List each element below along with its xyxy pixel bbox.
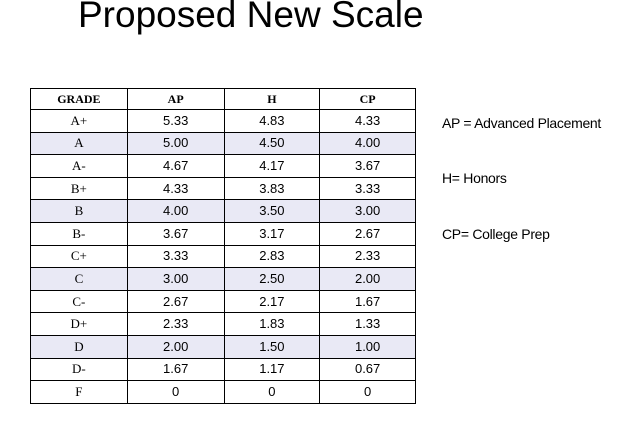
cell-ap: 0	[126, 380, 225, 404]
cell-grade: B+	[30, 176, 128, 201]
legend-h: H= Honors	[442, 170, 507, 186]
grade-scale-table: GRADE AP H CP A+ 5.33 4.83 4.33 A 5.00 4.50 4.0…	[30, 88, 416, 404]
cell-h: 1.17	[223, 357, 321, 382]
cell-ap: 2.00	[126, 334, 225, 359]
table-row: B+ 4.33 3.83 3.33	[30, 176, 416, 201]
cell-h: 4.17	[223, 154, 321, 178]
cell-h: 4.83	[223, 109, 321, 133]
cell-cp: 3.00	[319, 199, 416, 223]
cell-h: 3.83	[223, 176, 321, 201]
page-title: Proposed New Scale	[78, 0, 424, 35]
legend-cp: CP= College Prep	[442, 226, 550, 242]
cell-ap: 5.00	[126, 131, 225, 156]
cell-h: 2.83	[223, 244, 321, 269]
column-header-ap: AP	[126, 88, 225, 110]
cell-cp: 1.33	[319, 312, 416, 336]
cell-grade: D-	[30, 357, 128, 382]
cell-ap: 2.33	[126, 312, 225, 336]
cell-grade: B-	[30, 221, 128, 246]
cell-grade: B	[30, 199, 128, 223]
cell-ap: 3.00	[126, 267, 225, 291]
cell-grade: A	[30, 131, 128, 156]
cell-cp: 1.67	[319, 289, 416, 314]
cell-grade: A-	[30, 154, 128, 178]
legend-ap: AP = Advanced Placement	[442, 115, 602, 131]
cell-ap: 3.33	[126, 244, 225, 269]
cell-ap: 4.00	[126, 199, 225, 223]
table-row: B 4.00 3.50 3.00	[30, 199, 416, 223]
table-row: D+ 2.33 1.83 1.33	[30, 312, 416, 336]
cell-cp: 1.00	[319, 334, 416, 359]
cell-h: 4.50	[223, 131, 321, 156]
cell-cp: 3.33	[319, 176, 416, 201]
cell-grade: D+	[30, 312, 128, 336]
cell-ap: 2.67	[126, 289, 225, 314]
cell-cp: 2.00	[319, 267, 416, 291]
cell-h: 3.50	[223, 199, 321, 223]
cell-cp: 4.00	[319, 131, 416, 156]
cell-ap: 1.67	[126, 357, 225, 382]
cell-h: 1.83	[223, 312, 321, 336]
cell-grade: A+	[30, 109, 128, 133]
cell-cp: 4.33	[319, 109, 416, 133]
cell-ap: 4.33	[126, 176, 225, 201]
column-header-grade: GRADE	[30, 88, 128, 110]
cell-grade: C-	[30, 289, 128, 314]
cell-cp: 0	[319, 380, 416, 404]
cell-h: 2.17	[223, 289, 321, 314]
cell-ap: 4.67	[126, 154, 225, 178]
table-row: A 5.00 4.50 4.00	[30, 131, 416, 156]
cell-h: 1.50	[223, 334, 321, 359]
cell-grade: D	[30, 334, 128, 359]
cell-cp: 2.33	[319, 244, 416, 269]
cell-grade: C	[30, 267, 128, 291]
column-header-cp: CP	[319, 88, 416, 110]
table-header-row: GRADE AP H CP	[30, 88, 416, 110]
cell-cp: 0.67	[319, 357, 416, 382]
table-row: C- 2.67 2.17 1.67	[30, 289, 416, 314]
cell-h: 2.50	[223, 267, 321, 291]
cell-ap: 3.67	[126, 221, 225, 246]
table-row: C+ 3.33 2.83 2.33	[30, 244, 416, 269]
cell-cp: 3.67	[319, 154, 416, 178]
column-header-h: H	[223, 88, 321, 110]
cell-ap: 5.33	[126, 109, 225, 133]
table-row: B- 3.67 3.17 2.67	[30, 221, 416, 246]
cell-grade: F	[30, 380, 128, 404]
cell-h: 0	[223, 380, 321, 404]
cell-cp: 2.67	[319, 221, 416, 246]
cell-h: 3.17	[223, 221, 321, 246]
table-row: D- 1.67 1.17 0.67	[30, 357, 416, 382]
table-row: D 2.00 1.50 1.00	[30, 334, 416, 359]
cell-grade: C+	[30, 244, 128, 269]
table-row: C 3.00 2.50 2.00	[30, 267, 416, 291]
table-row: A- 4.67 4.17 3.67	[30, 154, 416, 178]
table-row: A+ 5.33 4.83 4.33	[30, 109, 416, 133]
